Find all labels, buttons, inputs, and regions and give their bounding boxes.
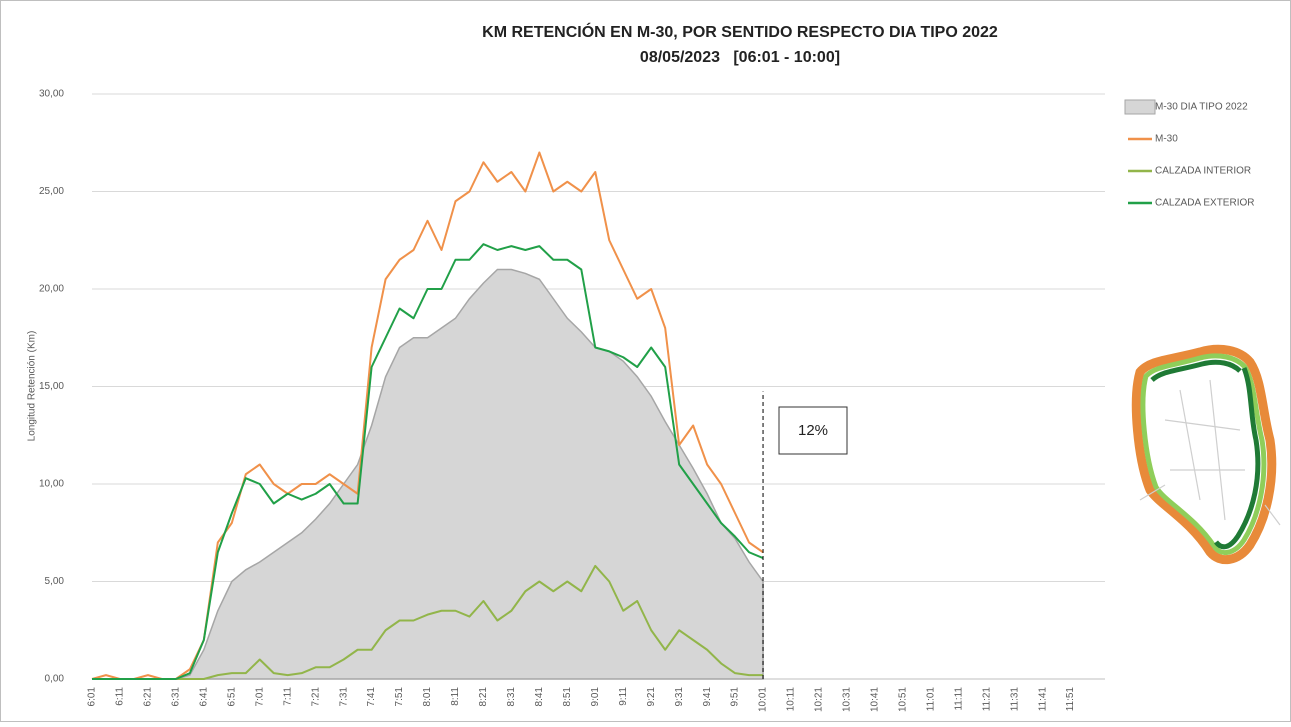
legend-label: M-30 (1155, 134, 1178, 145)
network-map (1131, 344, 1281, 565)
x-tick-label: 10:51 (897, 687, 908, 712)
y-tick-label: 15,00 (39, 381, 64, 392)
x-tick-label: 6:51 (226, 687, 237, 707)
y-tick-label: 0,00 (45, 674, 65, 685)
x-tick-label: 7:31 (338, 687, 349, 707)
legend-swatch (1124, 99, 1156, 115)
y-tick-label: 25,00 (39, 186, 64, 197)
y-tick-label: 20,00 (39, 284, 64, 295)
x-tick-label: 10:01 (758, 687, 769, 712)
x-tick-label: 8:51 (562, 687, 573, 707)
x-tick-label: 11:21 (981, 687, 992, 712)
x-tick-label: 7:21 (310, 687, 321, 707)
chart-title: KM RETENCIÓN EN M-30, POR SENTIDO RESPEC… (482, 22, 998, 41)
annotation: 12% (798, 422, 828, 439)
x-tick-label: 9:51 (730, 687, 741, 707)
x-tick-label: 10:21 (814, 687, 825, 712)
x-tick-label: 8:41 (534, 687, 545, 707)
x-tick-label: 10:31 (842, 687, 853, 712)
x-tick-label: 11:41 (1037, 687, 1048, 712)
x-tick-label: 10:11 (786, 687, 797, 712)
x-tick-label: 7:41 (366, 687, 377, 707)
x-tick-label: 7:01 (254, 687, 265, 707)
x-tick-label: 7:11 (282, 687, 293, 706)
chart-subtitle: 08/05/2023 [06:01 - 10:00] (640, 49, 840, 66)
x-tick-label: 9:31 (674, 687, 685, 707)
x-tick-label: 8:31 (506, 687, 517, 707)
line (92, 243, 764, 680)
x-tick-label: 11:31 (1009, 687, 1020, 712)
legend-label: CALZADA EXTERIOR (1155, 198, 1254, 209)
x-tick-label: 11:11 (953, 687, 964, 711)
x-tick-label: 9:21 (646, 687, 657, 707)
x-tick-label: 11:01 (925, 687, 936, 712)
line (92, 564, 764, 680)
x-tick-label: 8:21 (478, 687, 489, 707)
x-tick-label: 6:11 (115, 687, 126, 706)
annotation-box (778, 406, 848, 455)
x-tick-label: 8:11 (450, 687, 461, 706)
x-tick-label: 9:01 (590, 687, 601, 707)
x-tick-label: 6:21 (143, 687, 154, 707)
y-axis-label: Longitud Retención (Km) (27, 331, 38, 442)
x-tick-label: 6:41 (198, 687, 209, 707)
y-tick-label: 5,00 (45, 576, 65, 587)
x-tick-label: 9:41 (702, 687, 713, 707)
x-tick-label: 9:11 (618, 687, 629, 706)
x-tick-label: 8:01 (422, 687, 433, 707)
x-tick-label: 6:31 (171, 687, 182, 707)
legend-label: CALZADA INTERIOR (1155, 166, 1251, 177)
legend-label: M-30 DIA TIPO 2022 (1155, 102, 1248, 113)
y-tick-label: 10,00 (39, 479, 64, 490)
x-tick-label: 7:51 (394, 687, 405, 707)
y-tick-label: 30,00 (39, 89, 64, 100)
x-tick-label: 10:41 (870, 687, 881, 712)
x-tick-label: 11:51 (1065, 687, 1076, 712)
x-tick-label: 6:01 (87, 687, 98, 707)
